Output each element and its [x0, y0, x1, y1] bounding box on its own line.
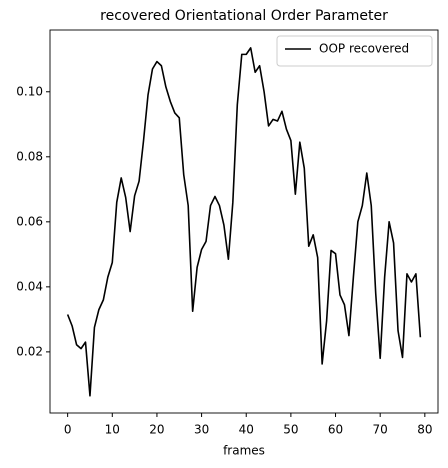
y-tick-label: 0.04 [16, 279, 43, 293]
x-tick-label: 80 [417, 423, 432, 437]
y-tick-label: 0.08 [16, 149, 43, 163]
x-tick-label: 60 [328, 423, 343, 437]
y-tick-label: 0.10 [16, 84, 43, 98]
line-series [66, 47, 422, 397]
x-tick-label: 70 [373, 423, 388, 437]
x-tick-label: 10 [105, 423, 120, 437]
x-tick-label: 40 [239, 423, 254, 437]
chart-title: recovered Orientational Order Parameter [100, 8, 388, 24]
y-tick-label: 0.02 [16, 344, 43, 358]
x-tick-label: 50 [283, 423, 298, 437]
x-axis-label: frames [223, 444, 265, 458]
x-tick-label: 0 [64, 423, 72, 437]
plot-frame [49, 29, 439, 414]
legend-label: OOP recovered [319, 42, 409, 56]
x-tick-label: 30 [194, 423, 209, 437]
y-tick-label: 0.06 [16, 214, 43, 228]
x-tick-label: 20 [149, 423, 164, 437]
legend-box [276, 35, 433, 67]
